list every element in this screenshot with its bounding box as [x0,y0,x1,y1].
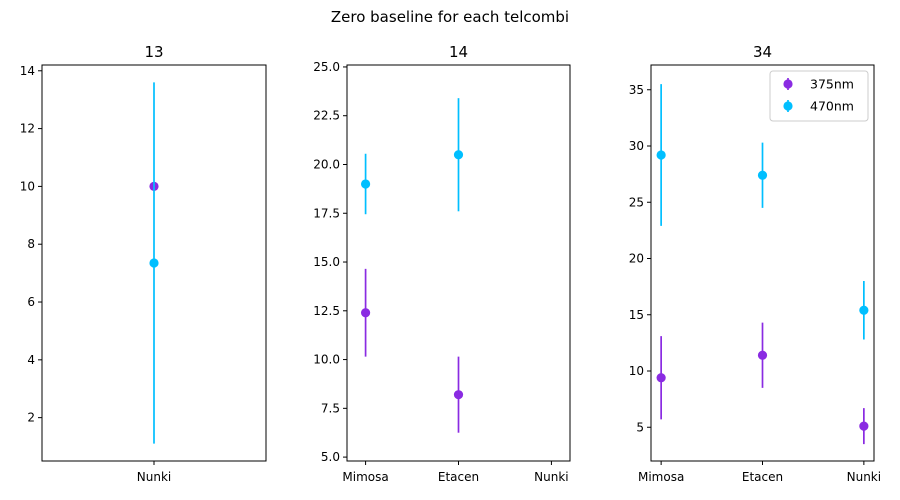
y-tick-label: 6 [27,295,35,309]
data-point-375nm [656,373,666,383]
y-tick-label: 25.0 [313,60,340,74]
subplot-title: 14 [449,43,468,61]
subplot-13: 13 2 4 6 8 10 12 14 Nunki [20,43,267,484]
y-tick-label: 4 [27,353,35,367]
legend-label: 375nm [810,77,854,92]
figure-suptitle: Zero baseline for each telcombi [331,8,569,26]
x-tick-label: Mimosa [638,470,684,484]
y-tick-label: 5 [636,420,644,434]
y-tick-label: 17.5 [313,206,340,220]
subplots: 13 2 4 6 8 10 12 14 Nunki 14 5.0 7.5 10.0 12.5 15.0 17.… [20,43,881,484]
y-tick-label: 12 [20,122,35,136]
y-tick-label: 12.5 [313,304,340,318]
axes-frame [650,64,875,462]
legend: 375nm 470nm [769,70,869,122]
subplot-title: 13 [144,43,163,61]
legend-marker [783,101,793,111]
axes-frame [346,64,571,462]
subplot-14: 14 5.0 7.5 10.0 12.5 15.0 17.5 20.0 22.5 25.0 Mimo… [313,43,571,484]
data-point-470nm [757,170,768,180]
x-tick-label: Etacen [438,470,479,484]
data-point-375nm [453,390,464,400]
subplot-34: 34 5 10 15 20 25 30 35 Mimosa Etacen Nunki 375nm 470… [629,43,881,484]
y-tick-label: 5.0 [321,450,340,464]
x-tick-label: Mimosa [342,470,388,484]
y-tick-label: 10 [629,364,644,378]
y-tick-label: 30 [629,139,644,153]
legend-box [769,70,869,122]
y-tick-label: 25 [629,195,644,209]
data-point-375nm [757,350,768,360]
data-point-470nm [360,179,371,189]
legend-marker [783,79,793,89]
y-tick-label: 7.5 [321,401,340,415]
data-point-375nm [360,308,371,318]
x-tick-label: Nunki [137,470,171,484]
y-tick-label: 20.0 [313,157,340,171]
data-point-470nm [149,258,159,268]
y-tick-label: 22.5 [313,109,340,123]
data-point-470nm [656,150,666,160]
x-tick-label: Nunki [847,470,881,484]
y-tick-label: 14 [20,64,35,78]
y-tick-label: 20 [629,252,644,266]
subplot-title: 34 [753,43,772,61]
data-point-375nm [859,421,869,431]
y-tick-label: 15.0 [313,255,340,269]
y-tick-label: 2 [27,411,35,425]
y-tick-label: 10.0 [313,353,340,367]
y-tick-label: 15 [629,308,644,322]
y-tick-label: 10 [20,179,35,193]
data-point-470nm [453,150,464,160]
y-tick-label: 35 [629,83,644,97]
data-point-470nm [859,305,869,315]
legend-label: 470nm [810,99,854,114]
x-tick-label: Etacen [742,470,783,484]
y-tick-label: 8 [27,237,35,251]
x-tick-label: Nunki [534,470,568,484]
axes-frame [41,64,267,462]
